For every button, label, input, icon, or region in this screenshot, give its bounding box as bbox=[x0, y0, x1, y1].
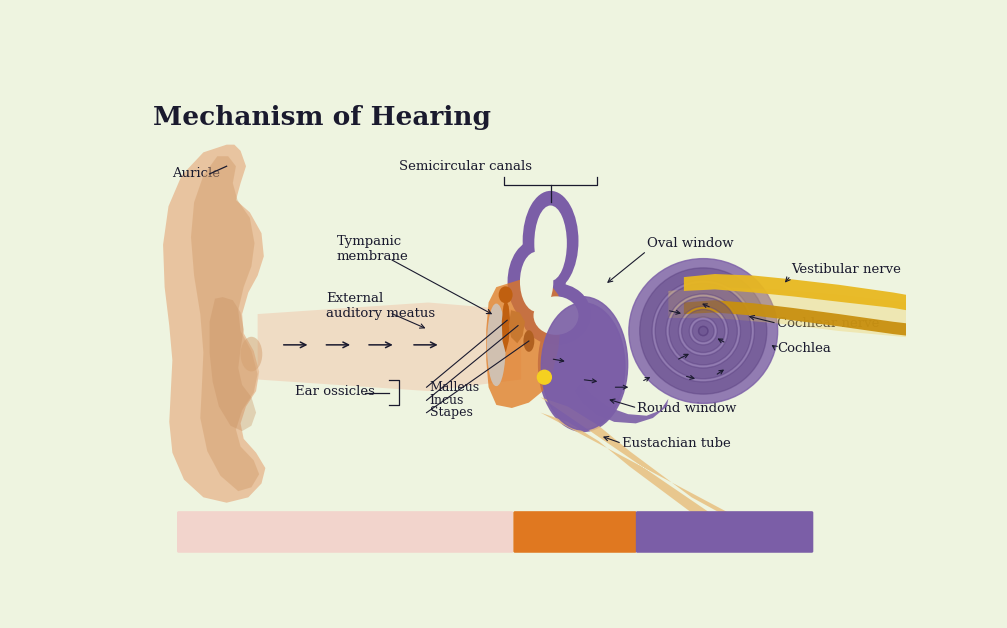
Text: Vestibular nerve: Vestibular nerve bbox=[790, 263, 900, 276]
Polygon shape bbox=[575, 383, 669, 423]
FancyBboxPatch shape bbox=[514, 511, 636, 553]
Text: Middle ear: Middle ear bbox=[525, 523, 624, 541]
Ellipse shape bbox=[542, 303, 625, 430]
Text: Ear ossicles: Ear ossicles bbox=[295, 384, 375, 398]
Text: Mechanism of Hearing: Mechanism of Hearing bbox=[153, 105, 491, 129]
Ellipse shape bbox=[241, 337, 262, 371]
Text: Cochlea: Cochlea bbox=[776, 342, 831, 355]
Polygon shape bbox=[486, 279, 562, 408]
Text: Malleus: Malleus bbox=[430, 381, 479, 394]
Polygon shape bbox=[258, 303, 522, 391]
Text: Round window: Round window bbox=[637, 401, 737, 414]
Polygon shape bbox=[541, 398, 746, 538]
Ellipse shape bbox=[524, 330, 535, 352]
Ellipse shape bbox=[487, 305, 505, 386]
Text: Auricle: Auricle bbox=[172, 168, 221, 180]
Circle shape bbox=[538, 371, 552, 384]
Polygon shape bbox=[191, 156, 259, 491]
Text: Semicircular canals: Semicircular canals bbox=[399, 160, 532, 173]
Ellipse shape bbox=[628, 259, 777, 403]
Polygon shape bbox=[684, 300, 906, 335]
Text: Inner ear: Inner ear bbox=[677, 523, 771, 541]
Polygon shape bbox=[684, 274, 906, 310]
Text: External ear: External ear bbox=[288, 523, 402, 541]
Polygon shape bbox=[209, 297, 256, 431]
Ellipse shape bbox=[534, 296, 578, 335]
Ellipse shape bbox=[520, 252, 553, 311]
Text: External
auditory meatus: External auditory meatus bbox=[326, 293, 435, 320]
Polygon shape bbox=[669, 287, 906, 337]
Circle shape bbox=[699, 327, 708, 335]
Text: Tympanic
membrane: Tympanic membrane bbox=[336, 235, 409, 263]
Text: Incus: Incus bbox=[430, 394, 464, 407]
Text: Stapes: Stapes bbox=[430, 406, 472, 419]
Ellipse shape bbox=[523, 191, 578, 291]
Ellipse shape bbox=[522, 283, 591, 345]
Polygon shape bbox=[163, 144, 266, 502]
Text: Oval window: Oval window bbox=[646, 237, 733, 250]
Ellipse shape bbox=[535, 205, 567, 281]
Ellipse shape bbox=[508, 239, 566, 324]
Text: Cochlear nerve: Cochlear nerve bbox=[776, 317, 879, 330]
Polygon shape bbox=[501, 299, 511, 352]
Polygon shape bbox=[509, 310, 525, 344]
Ellipse shape bbox=[539, 297, 627, 431]
FancyBboxPatch shape bbox=[635, 511, 814, 553]
Ellipse shape bbox=[498, 286, 513, 303]
FancyBboxPatch shape bbox=[177, 511, 514, 553]
Text: Eustachian tube: Eustachian tube bbox=[622, 437, 731, 450]
